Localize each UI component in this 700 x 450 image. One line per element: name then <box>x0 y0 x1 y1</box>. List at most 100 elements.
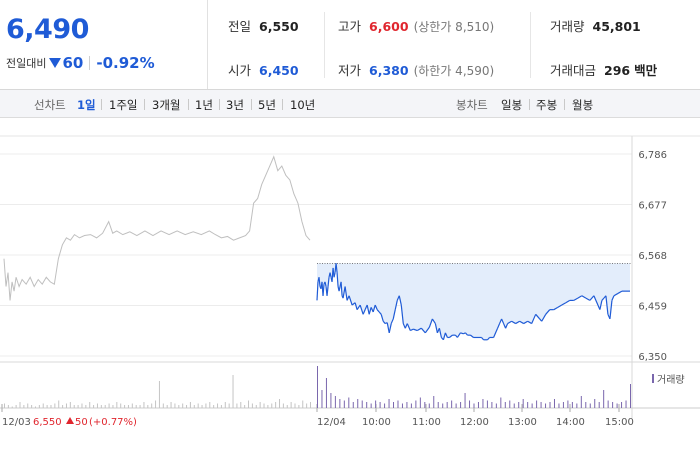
today-price-segment-down <box>541 314 547 322</box>
period-1d[interactable]: 1일 <box>77 98 96 112</box>
price-chart: 6,786 6,677 6,568 6,459 6,350 거래량 12/03 12/04 10… <box>0 118 700 450</box>
x-tick-label: 14:00 <box>556 417 585 428</box>
today-price-segment-down <box>376 309 380 313</box>
volume-bar-today <box>433 396 435 408</box>
volume-bar-today <box>437 402 439 408</box>
volume-bar-today <box>477 402 479 408</box>
x-tick-label: 10:00 <box>362 417 391 428</box>
volume-bar-prev <box>15 405 17 408</box>
volume-bar-prev <box>279 399 281 408</box>
volume-bar-today <box>580 396 582 408</box>
today-price-segment-down <box>382 320 386 324</box>
volume-bar-prev <box>306 403 308 408</box>
volume-bar-prev <box>220 405 222 408</box>
volume-bar-prev <box>182 403 184 408</box>
volume-bar-today <box>375 400 377 408</box>
volume-bar-prev <box>213 405 215 408</box>
volume-bar-prev <box>224 402 226 408</box>
today-price-segment-down <box>553 306 559 311</box>
toolbar-divider <box>144 99 145 110</box>
volume-bar-today <box>334 396 336 408</box>
change-row: 전일대비 60 -0.92% <box>6 54 155 72</box>
stat-prev-close: 전일 6,550 <box>228 16 299 35</box>
volume-bar-today <box>419 397 421 408</box>
today-price-segment-down <box>316 281 319 301</box>
volume-bar-today <box>495 403 497 408</box>
today-price-segment-down <box>557 304 563 308</box>
volume-bar-today <box>607 400 609 408</box>
today-price-segment-down <box>388 323 392 333</box>
today-price-segment-down <box>613 292 619 297</box>
volume-bar-prev <box>197 403 199 408</box>
period-3m[interactable]: 3개월 <box>152 98 181 112</box>
volume-bar-today <box>536 400 538 408</box>
y-tick-label: 6,568 <box>638 251 667 262</box>
period-1w[interactable]: 1주일 <box>109 98 138 112</box>
stat-volume-value: 45,801 <box>592 19 641 34</box>
volume-bar-today <box>621 402 623 408</box>
volume-bar-prev <box>93 405 95 408</box>
today-price-segment-down <box>348 295 353 306</box>
today-price-segment-down <box>354 302 358 310</box>
volume-bar-today <box>486 400 488 408</box>
stat-trade-value: 거래대금 296 백만 <box>550 60 657 79</box>
volume-bar-today <box>451 400 453 408</box>
today-price-segment-down <box>420 327 426 334</box>
volume-bar-today <box>571 402 573 408</box>
toolbar-divider <box>188 99 189 110</box>
today-price-segment-down <box>434 323 438 333</box>
today-price-segment-down <box>410 328 414 332</box>
volume-bar-prev <box>290 402 292 408</box>
today-price-segment-down <box>400 304 404 324</box>
today-price-segment-down <box>605 295 609 315</box>
candle-daily[interactable]: 일봉 <box>501 98 523 112</box>
chart-toolbar: 선차트 1일 1주일 3개월 1년 3년 5년 10년 봉차트 일봉 주봉 월봉 <box>0 90 700 118</box>
today-price-segment-down <box>531 314 537 324</box>
volume-bar-prev <box>23 405 25 408</box>
today-price-segment-down <box>413 328 418 332</box>
x-tick-label: 12:00 <box>460 417 489 428</box>
volume-bar-prev <box>263 403 265 408</box>
today-price-segment-down <box>573 297 579 301</box>
today-price-segment-down <box>424 326 430 334</box>
x-tick-label: 11:00 <box>412 417 441 428</box>
volume-bar-today <box>393 402 395 408</box>
volume-bar-prev <box>282 403 284 408</box>
today-price-segment-down <box>336 272 339 287</box>
toolbar-divider <box>251 99 252 110</box>
stat-prev-close-label: 전일 <box>228 19 252 34</box>
period-3y[interactable]: 3년 <box>226 98 244 112</box>
volume-bar-today <box>424 402 426 408</box>
volume-bar-prev <box>201 405 203 408</box>
volume-bar-today <box>428 403 430 408</box>
volume-bar-prev <box>286 405 288 408</box>
x-tick-label: 12/04 <box>317 417 346 428</box>
stat-prev-close-value: 6,550 <box>259 19 299 34</box>
volume-bar-prev <box>232 375 234 408</box>
period-1y[interactable]: 1년 <box>195 98 213 112</box>
toolbar-divider <box>282 99 283 110</box>
y-tick-label: 6,677 <box>638 201 667 212</box>
stat-open: 시가 6,450 <box>228 60 299 79</box>
volume-bar-prev <box>166 405 168 408</box>
today-price-segment-down <box>589 295 595 301</box>
today-price-segment-down <box>342 286 346 299</box>
volume-bar-prev <box>158 381 160 408</box>
volume-legend-label: 거래량 <box>657 374 685 386</box>
volume-bar-today <box>504 402 506 408</box>
candle-monthly[interactable]: 월봉 <box>572 98 594 112</box>
candle-weekly[interactable]: 주봉 <box>536 98 558 112</box>
today-price-segment-down <box>503 323 507 329</box>
volume-bar-today <box>527 402 529 408</box>
volume-bar-prev <box>65 403 67 408</box>
period-5y[interactable]: 5년 <box>258 98 276 112</box>
volume-bar-today <box>562 402 564 408</box>
stat-trade-value-unit: 백만 <box>634 63 658 78</box>
period-10y[interactable]: 10년 <box>290 98 316 112</box>
volume-bar-today <box>576 403 578 408</box>
volume-bar-prev <box>139 405 141 408</box>
volume-bar-today <box>612 402 614 408</box>
volume-bar-prev <box>189 402 191 408</box>
toolbar-divider <box>564 99 565 110</box>
volume-bar-prev <box>135 405 137 408</box>
